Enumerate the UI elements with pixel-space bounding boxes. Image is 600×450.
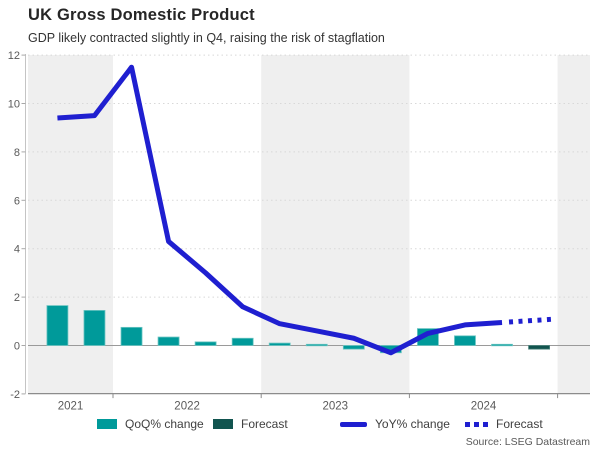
y-axis-tick-label: -2 [10,389,20,401]
qoq-bar-2021-Q3 [46,305,69,346]
forecast-dotted-line-swatch-icon [465,421,488,427]
yoy-forecast-dotted-line [508,316,553,325]
y-axis-tick-label: 6 [14,195,20,207]
legend-label-qoq: QoQ% change [125,417,204,431]
legend-label-bar-forecast: Forecast [241,417,288,431]
legend-item-bar-forecast: Forecast [213,416,288,432]
qoq-bar-2023-Q2 [305,343,328,347]
qoq-bar-2024-Q2 [454,335,476,346]
year-shade-band [261,55,410,394]
legend-item-yoy: YoY% change [340,416,450,432]
qoq-bar-2022-Q1 [120,326,143,346]
qoq-bar-2023-Q1 [268,342,291,346]
yoy-line-swatch-icon [340,421,367,427]
year-shade-band [557,55,590,394]
x-axis-year-label: 2021 [58,401,84,413]
x-axis-year-label: 2023 [323,401,349,413]
y-axis-tick-label: 10 [8,99,20,111]
yoy-line [57,64,503,356]
legend-label-line-forecast: Forecast [496,417,543,431]
qoq-bar-2021-Q4 [83,310,106,346]
qoq-bar-swatch-icon [97,419,117,429]
forecast-bar-swatch-icon [213,419,233,429]
legend-item-line-forecast: Forecast [465,416,543,432]
x-axis-year-label: 2022 [174,401,200,413]
x-axis-year-label: 2024 [471,401,497,413]
legend-item-qoq: QoQ% change [97,416,204,432]
y-axis-tick-label: 12 [8,50,20,62]
qoq-bar-2023-Q3 [342,345,365,350]
qoq-bar-2022-Q2 [157,336,180,346]
y-axis-tick-label: 2 [14,292,20,304]
chart-subtitle: GDP likely contracted slightly in Q4, ra… [28,31,385,45]
source-attribution: Source: LSEG Datastream [465,436,590,448]
qoq-bar-2022-Q4 [231,337,254,346]
y-axis-tick-label: 4 [14,244,20,256]
chart-legend: QoQ% change Forecast YoY% change Forecas… [0,416,600,432]
y-axis-tick-label: 8 [14,147,20,159]
qoq-bar-2024-Q3 [491,343,513,347]
y-axis-tick-label: 0 [14,341,20,353]
legend-label-yoy: YoY% change [375,417,450,431]
forecast-bar-2024-Q4 [528,345,550,350]
chart-title: UK Gross Domestic Product [28,6,255,24]
qoq-bar-2022-Q3 [194,341,217,346]
